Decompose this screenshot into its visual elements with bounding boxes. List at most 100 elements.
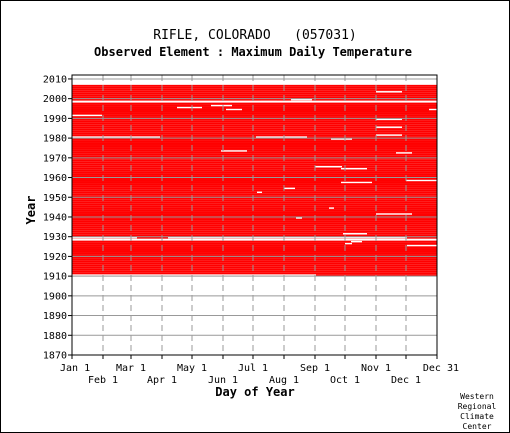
missing-segment (72, 236, 137, 239)
missing-data-gaps (72, 91, 437, 276)
year-bar (72, 205, 437, 208)
year-bar (72, 183, 437, 186)
x-tick-label: Jun 1 (208, 375, 238, 386)
year-bar (72, 134, 437, 137)
year-bar (72, 94, 437, 97)
y-tick-label: 1990 (43, 114, 67, 125)
missing-segment (168, 236, 407, 239)
year-bar (72, 149, 437, 152)
year-bar (72, 136, 437, 139)
year-bar (72, 153, 437, 156)
missing-segment (396, 152, 412, 154)
year-bar (72, 120, 437, 123)
missing-segment (343, 233, 367, 235)
year-bar (72, 185, 437, 188)
missing-segment (257, 191, 262, 194)
x-tick-label: Jul 1 (238, 363, 268, 374)
missing-segment (376, 213, 412, 215)
missing-segment (345, 242, 352, 245)
year-bar (72, 211, 437, 214)
year-bar (72, 132, 437, 135)
year-bar (72, 234, 437, 237)
credit-line: Western (460, 392, 494, 401)
x-tick-label: Feb 1 (88, 375, 118, 386)
year-bar (72, 116, 437, 119)
x-tick-label: Apr 1 (147, 375, 177, 386)
year-bar (72, 169, 437, 172)
y-tick-label: 1890 (43, 311, 67, 322)
year-bar (72, 256, 437, 259)
year-bar (72, 242, 437, 245)
missing-segment (261, 100, 277, 103)
year-bar (72, 248, 437, 251)
missing-segment (351, 240, 362, 243)
year-bar (72, 171, 437, 174)
x-tick-label: Jan 1 (60, 363, 90, 374)
y-tick-label: 1930 (43, 232, 67, 243)
year-bar (72, 264, 437, 267)
grid-lines (72, 75, 437, 355)
plot-border (71, 74, 438, 356)
x-tick-label: Aug 1 (269, 375, 299, 386)
missing-segment (291, 98, 312, 101)
year-bar (72, 92, 437, 95)
year-bar (72, 193, 437, 196)
missing-segment (72, 274, 316, 276)
x-tick-label: Oct 1 (330, 375, 360, 386)
y-tick-label: 2000 (43, 94, 67, 105)
year-bar (72, 189, 437, 192)
year-bar (72, 244, 437, 247)
missing-segment (256, 136, 307, 138)
year-bar (72, 151, 437, 154)
x-tick-label: Nov 1 (361, 363, 391, 374)
year-bar (72, 175, 437, 178)
missing-segment (221, 150, 247, 152)
x-tick-label: Sep 1 (300, 363, 330, 374)
y-tick-label: 1880 (43, 331, 67, 342)
year-bar (72, 165, 437, 168)
year-bar (72, 220, 437, 223)
data-bars (72, 84, 437, 277)
missing-segment (177, 106, 202, 109)
missing-segment (284, 187, 295, 190)
y-axis-label: Year (24, 196, 38, 225)
year-bar (72, 222, 437, 225)
y-tick-label: 2010 (43, 74, 67, 85)
year-bar (72, 268, 437, 271)
year-bar (72, 142, 437, 145)
year-bar (72, 144, 437, 146)
year-bar (72, 203, 437, 206)
year-bar (72, 128, 437, 131)
y-tick-label: 1900 (43, 291, 67, 302)
chart-title: RIFLE, COLORADO (057031) (153, 28, 357, 43)
credit-line: Climate (460, 412, 494, 421)
year-bar (72, 250, 437, 253)
year-bar (72, 187, 437, 190)
missing-segment (72, 136, 160, 138)
missing-segment (72, 114, 102, 117)
year-bar (72, 179, 437, 182)
year-bar (72, 201, 437, 204)
missing-segment (331, 138, 352, 140)
year-bar (72, 213, 437, 215)
year-bar (72, 155, 437, 158)
year-bar (72, 266, 437, 269)
year-bar (72, 230, 437, 233)
credit-line: Center (463, 422, 492, 431)
year-bar (72, 207, 437, 210)
year-bar (72, 96, 437, 99)
year-bar (72, 254, 437, 257)
y-tick-label: 1920 (43, 252, 67, 263)
missing-segment (296, 217, 302, 219)
missing-segment (376, 134, 402, 136)
year-bar (72, 84, 437, 87)
chart-subtitle: Observed Element : Maximum Daily Tempera… (94, 45, 412, 59)
year-bar (72, 112, 437, 115)
year-bar (72, 195, 437, 198)
year-bar (72, 232, 437, 235)
year-bar (72, 272, 437, 275)
year-bar (72, 226, 437, 229)
